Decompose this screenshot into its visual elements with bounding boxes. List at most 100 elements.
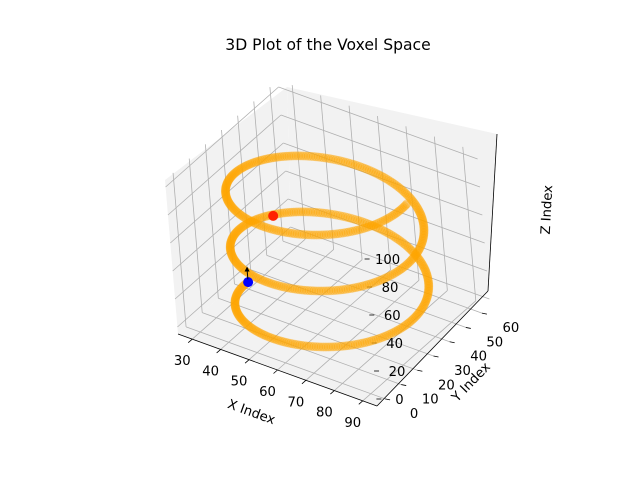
voxel-point: [238, 163, 248, 173]
voxel-point: [237, 315, 247, 325]
voxel-point: [232, 258, 242, 268]
voxel-point: [321, 286, 331, 296]
voxel-point: [230, 300, 240, 310]
voxel-point: [415, 307, 425, 317]
chart-title: 3D Plot of the Voxel Space: [225, 36, 430, 54]
voxel-point: [355, 225, 365, 235]
voxel-point: [286, 207, 296, 217]
voxel-point: [421, 266, 431, 276]
voxel-point: [230, 256, 240, 266]
voxel-point: [315, 208, 325, 218]
x-grid-line-back: [348, 105, 363, 260]
voxel-point: [266, 278, 276, 288]
voxel-point: [285, 338, 295, 348]
voxel-point: [408, 254, 418, 264]
x-grid-line-back: [433, 136, 448, 291]
voxel-point: [259, 330, 269, 340]
voxel-point: [293, 207, 303, 217]
voxel-point: [230, 297, 240, 307]
voxel-point: [292, 229, 302, 239]
voxel-point: [276, 226, 286, 236]
voxel-point: [360, 218, 370, 228]
x-tick-label: 70: [288, 395, 305, 410]
x-tick-label: 50: [231, 375, 248, 390]
voxel-point: [343, 227, 353, 237]
voxel-point: [355, 282, 365, 292]
z-tick-label: 20: [389, 365, 406, 380]
voxel-point: [382, 331, 392, 341]
voxel-point: [422, 294, 432, 304]
voxel-point: [231, 305, 241, 315]
voxel-point: [350, 160, 360, 170]
voxel-point: [414, 308, 424, 318]
voxel-point: [334, 229, 344, 239]
voxel-point: [404, 257, 414, 267]
voxel-point: [340, 212, 350, 222]
voxel-point: [229, 255, 239, 265]
voxel-point: [226, 173, 236, 183]
voxel-point: [335, 211, 345, 221]
voxel-point: [263, 332, 273, 342]
voxel-point: [391, 233, 401, 243]
voxel-point: [262, 154, 272, 164]
voxel-point: [366, 221, 376, 231]
voxel-point: [237, 211, 247, 221]
voxel-point: [405, 256, 415, 266]
voxel-point: [370, 219, 380, 229]
voxel-point: [227, 250, 237, 260]
voxel-point: [233, 259, 243, 269]
voxel-point: [231, 257, 241, 267]
x-tick-mark: [330, 390, 335, 395]
voxel-point: [260, 154, 270, 164]
voxel-point: [386, 329, 396, 339]
voxel-point: [274, 281, 284, 291]
voxel-point: [394, 182, 404, 192]
voxel-point: [424, 283, 434, 293]
voxel-point: [244, 321, 254, 331]
voxel-point: [281, 282, 291, 292]
voxel-point: [299, 230, 309, 240]
voxel-point: [394, 266, 404, 276]
voxel-point: [407, 195, 417, 205]
voxel-point: [384, 213, 394, 223]
voxel-point: [388, 328, 398, 338]
voxel-point: [423, 274, 433, 284]
voxel-point: [330, 210, 340, 220]
voxel-point: [245, 322, 255, 332]
x-tick-mark: [358, 400, 364, 405]
voxel-point: [273, 335, 283, 345]
voxel-point: [224, 199, 234, 209]
voxel-point: [341, 284, 351, 294]
voxel-point: [304, 286, 314, 296]
voxel-point: [359, 223, 369, 233]
voxel-point: [304, 341, 314, 351]
y-tick-mark: [481, 312, 488, 315]
z-grid-line-back: [287, 198, 488, 272]
voxel-point: [259, 212, 269, 222]
y-tick-label: 10: [422, 393, 439, 408]
voxel-point: [250, 215, 260, 225]
voxel-point: [338, 157, 348, 167]
voxel-point: [417, 258, 427, 268]
x-tick-label: 30: [174, 354, 191, 369]
voxel-point: [414, 244, 424, 254]
voxel-point: [248, 216, 258, 226]
voxel-point: [360, 163, 370, 173]
voxel-point: [226, 236, 236, 246]
voxel-point: [419, 230, 429, 240]
voxel-point: [417, 238, 427, 248]
voxel-point: [263, 223, 273, 233]
y-tick-label: 20: [438, 378, 455, 393]
voxel-point: [377, 332, 387, 342]
z-grid-line-side: [172, 170, 286, 272]
voxel-point: [419, 263, 429, 273]
voxel-point: [419, 229, 429, 239]
z-grid-line-side: [177, 226, 291, 328]
voxel-point: [367, 336, 377, 346]
voxel-point: [231, 303, 241, 313]
voxel-point: [400, 321, 410, 331]
voxel-point: [407, 255, 417, 265]
voxel-point: [228, 232, 238, 242]
voxel-point: [384, 330, 394, 340]
voxel-point: [256, 275, 266, 285]
